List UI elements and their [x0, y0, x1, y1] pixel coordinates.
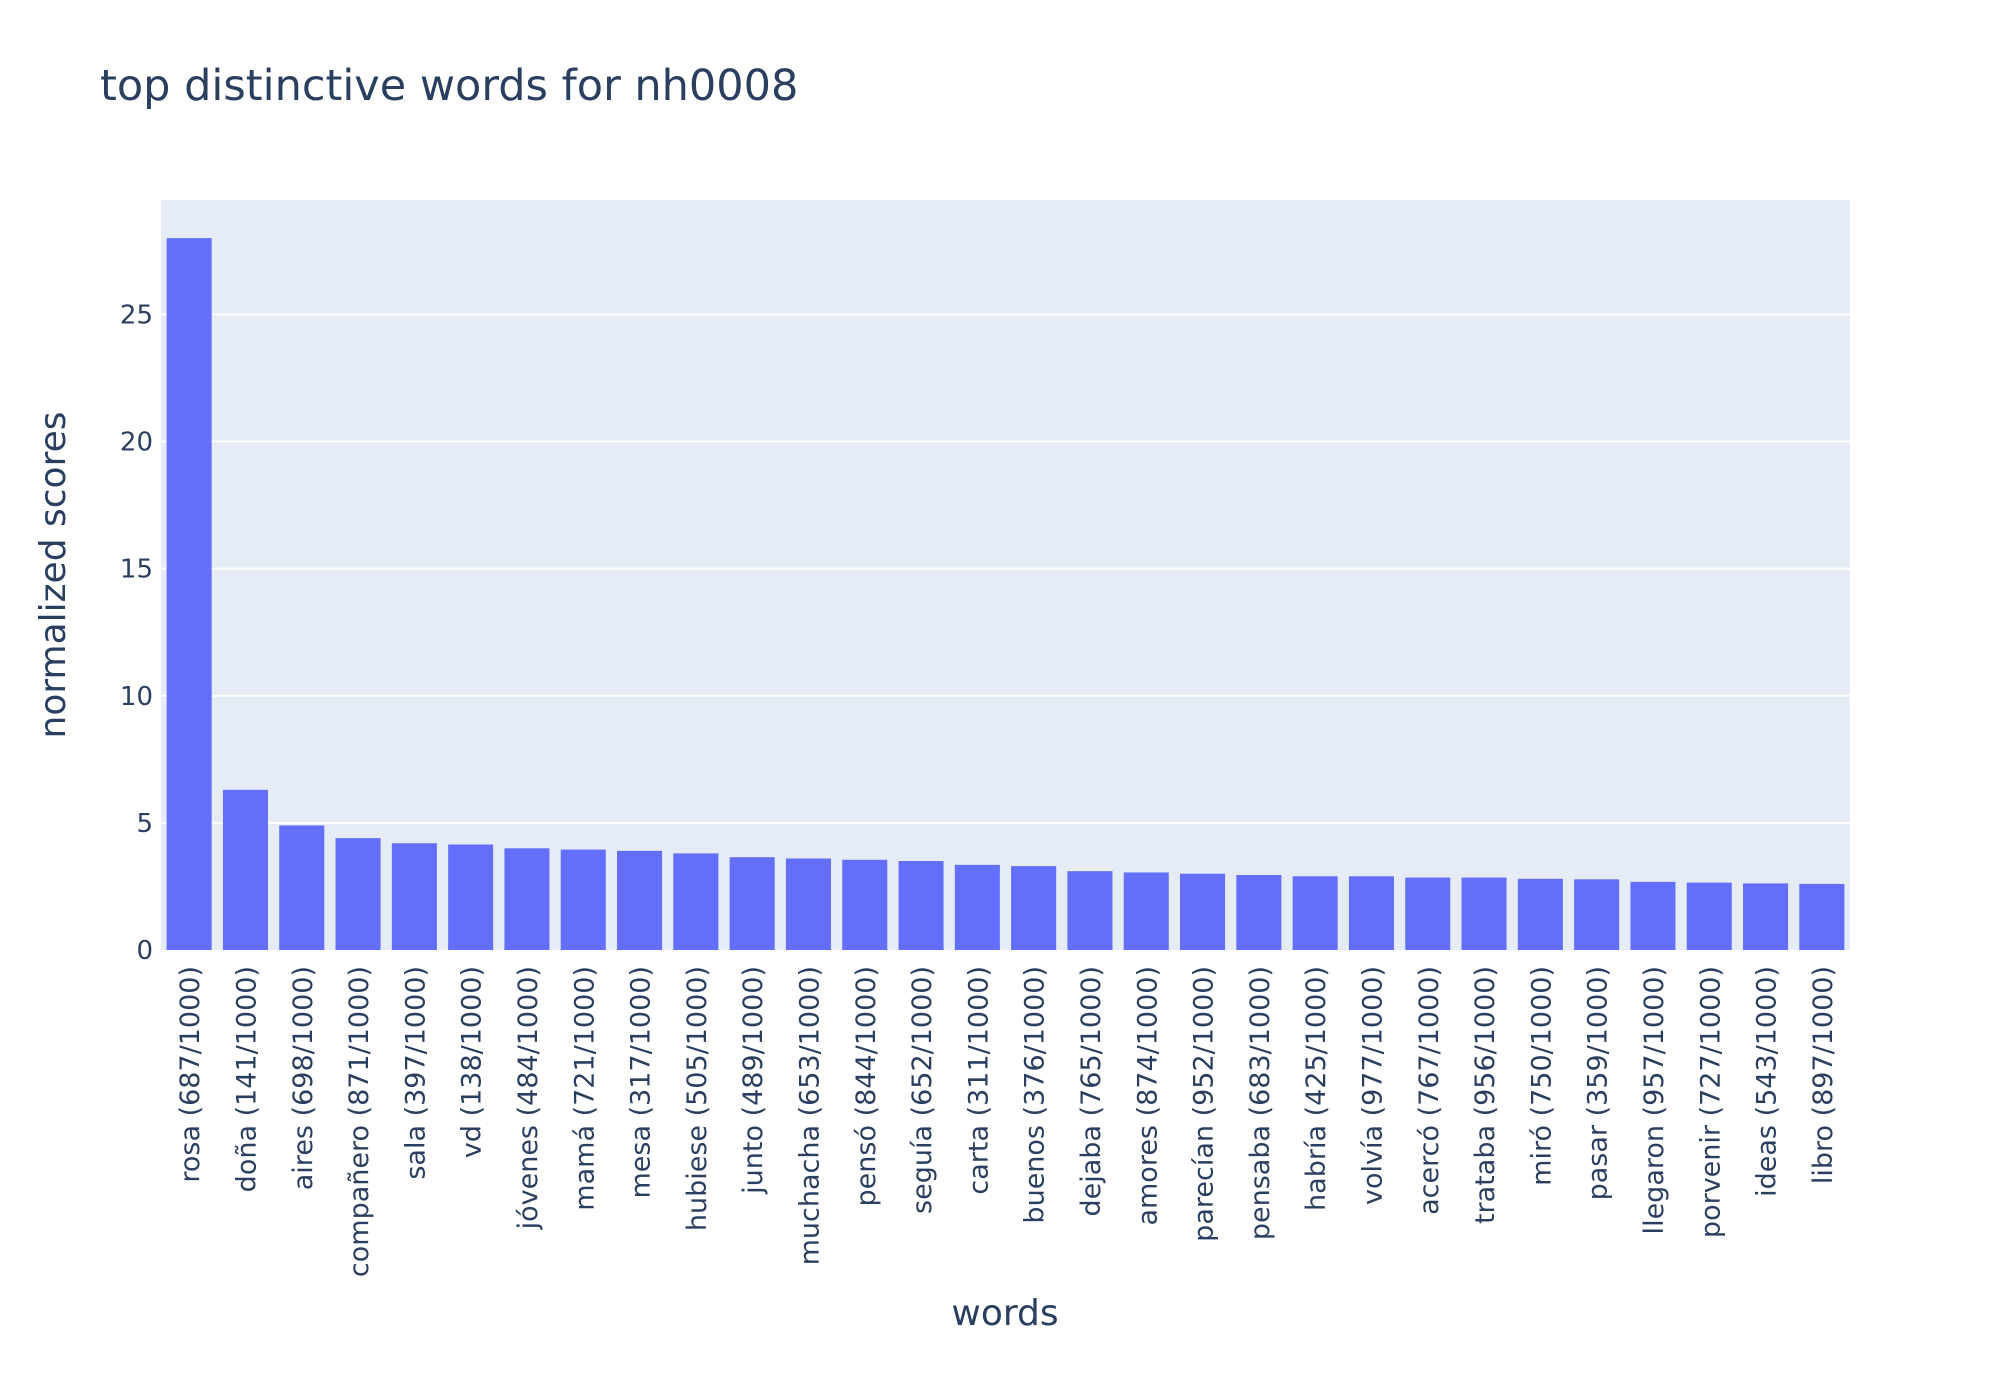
x-tick-label: volvía (977/1000): [1357, 966, 1388, 1205]
bar-5[interactable]: [448, 844, 494, 950]
x-tick-label: mesa (317/1000): [626, 966, 657, 1199]
bar-13[interactable]: [898, 861, 944, 950]
x-tick-label: carta (311/1000): [963, 966, 994, 1195]
bar-29[interactable]: [1799, 883, 1845, 950]
gridlines: [161, 313, 1850, 824]
x-tick-label: porvenir (727/1000): [1695, 966, 1726, 1238]
x-tick-labels: rosa (687/1000) doña (141/1000) aires (698…: [175, 966, 1839, 1277]
bar-12[interactable]: [842, 859, 888, 950]
x-tick-label: rosa (687/1000): [175, 966, 206, 1183]
bar-16[interactable]: [1067, 871, 1113, 950]
bar-1[interactable]: [222, 789, 268, 950]
bar-28[interactable]: [1743, 883, 1789, 950]
x-tick-label: amores (874/1000): [1132, 966, 1163, 1226]
y-tick-label: 25: [120, 300, 153, 330]
bar-26[interactable]: [1630, 881, 1676, 950]
bar-27[interactable]: [1686, 882, 1732, 950]
x-tick-label: junto (489/1000): [738, 966, 769, 1195]
bar-21[interactable]: [1348, 876, 1394, 950]
bar-9[interactable]: [673, 853, 719, 950]
bar-10[interactable]: [729, 857, 775, 950]
x-tick-label: llegaron (957/1000): [1639, 966, 1670, 1234]
chart-title: top distinctive words for nh0008: [100, 61, 798, 111]
x-tick-label: muchacha (653/1000): [794, 966, 825, 1265]
bar-3[interactable]: [335, 838, 381, 950]
bar-15[interactable]: [1011, 866, 1057, 950]
bar-2[interactable]: [279, 825, 325, 950]
plot-background: [161, 200, 1850, 950]
x-tick-label: pensaba (683/1000): [1245, 966, 1276, 1240]
bar-23[interactable]: [1461, 877, 1507, 950]
x-tick-label: jóvenes (484/1000): [513, 966, 544, 1230]
x-tick-label: ideas (543/1000): [1752, 966, 1783, 1197]
x-tick-label: habría (425/1000): [1301, 966, 1332, 1211]
bar-20[interactable]: [1292, 876, 1338, 950]
bar-6[interactable]: [504, 848, 550, 950]
bar-7[interactable]: [560, 849, 606, 950]
bar-25[interactable]: [1574, 879, 1620, 950]
x-tick-label: dejaba (765/1000): [1076, 966, 1107, 1216]
bar-19[interactable]: [1236, 875, 1282, 950]
bar-14[interactable]: [954, 864, 1000, 950]
x-tick-label: seguía (652/1000): [907, 966, 938, 1214]
x-tick-label: compañero (871/1000): [344, 966, 375, 1277]
y-tick-labels: 0 5 10 15 20 25: [120, 300, 153, 966]
x-tick-label: pensó (844/1000): [851, 966, 882, 1206]
bar-22[interactable]: [1405, 877, 1451, 950]
bar-24[interactable]: [1517, 878, 1563, 950]
x-tick-label: pasar (359/1000): [1583, 966, 1614, 1200]
x-axis-title: words: [951, 1293, 1058, 1334]
x-tick-label: buenos (376/1000): [1020, 966, 1051, 1224]
y-tick-label: 0: [136, 936, 153, 966]
x-tick-label: trataba (956/1000): [1470, 966, 1501, 1224]
y-tick-label: 15: [120, 555, 153, 585]
bar-0[interactable]: [166, 238, 212, 950]
bar-18[interactable]: [1180, 873, 1226, 950]
y-axis-title: normalized scores: [33, 412, 74, 739]
x-tick-label: vd (138/1000): [457, 966, 488, 1158]
x-tick-label: sala (397/1000): [400, 966, 431, 1180]
x-tick-label: libro (897/1000): [1808, 966, 1839, 1184]
bars: [166, 238, 1845, 950]
x-tick-label: doña (141/1000): [231, 966, 262, 1192]
x-tick-label: mamá (721/1000): [569, 966, 600, 1211]
bar-17[interactable]: [1123, 872, 1169, 950]
y-tick-label: 5: [136, 809, 153, 839]
bar-11[interactable]: [785, 858, 831, 950]
x-tick-label: miró (750/1000): [1526, 966, 1557, 1186]
x-tick-label: hubiese (505/1000): [682, 966, 713, 1231]
x-tick-label: parecían (952/1000): [1189, 966, 1220, 1242]
bar-4[interactable]: [391, 843, 437, 950]
y-tick-label: 10: [120, 682, 153, 712]
x-tick-label: aires (698/1000): [288, 966, 319, 1190]
bar-8[interactable]: [617, 850, 663, 950]
y-tick-label: 20: [120, 428, 153, 458]
x-tick-label: acercó (767/1000): [1414, 966, 1445, 1215]
